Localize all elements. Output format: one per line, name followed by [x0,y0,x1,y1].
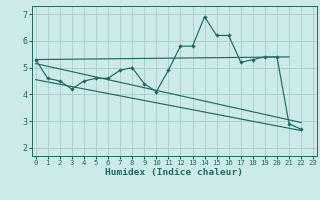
X-axis label: Humidex (Indice chaleur): Humidex (Indice chaleur) [105,168,244,177]
